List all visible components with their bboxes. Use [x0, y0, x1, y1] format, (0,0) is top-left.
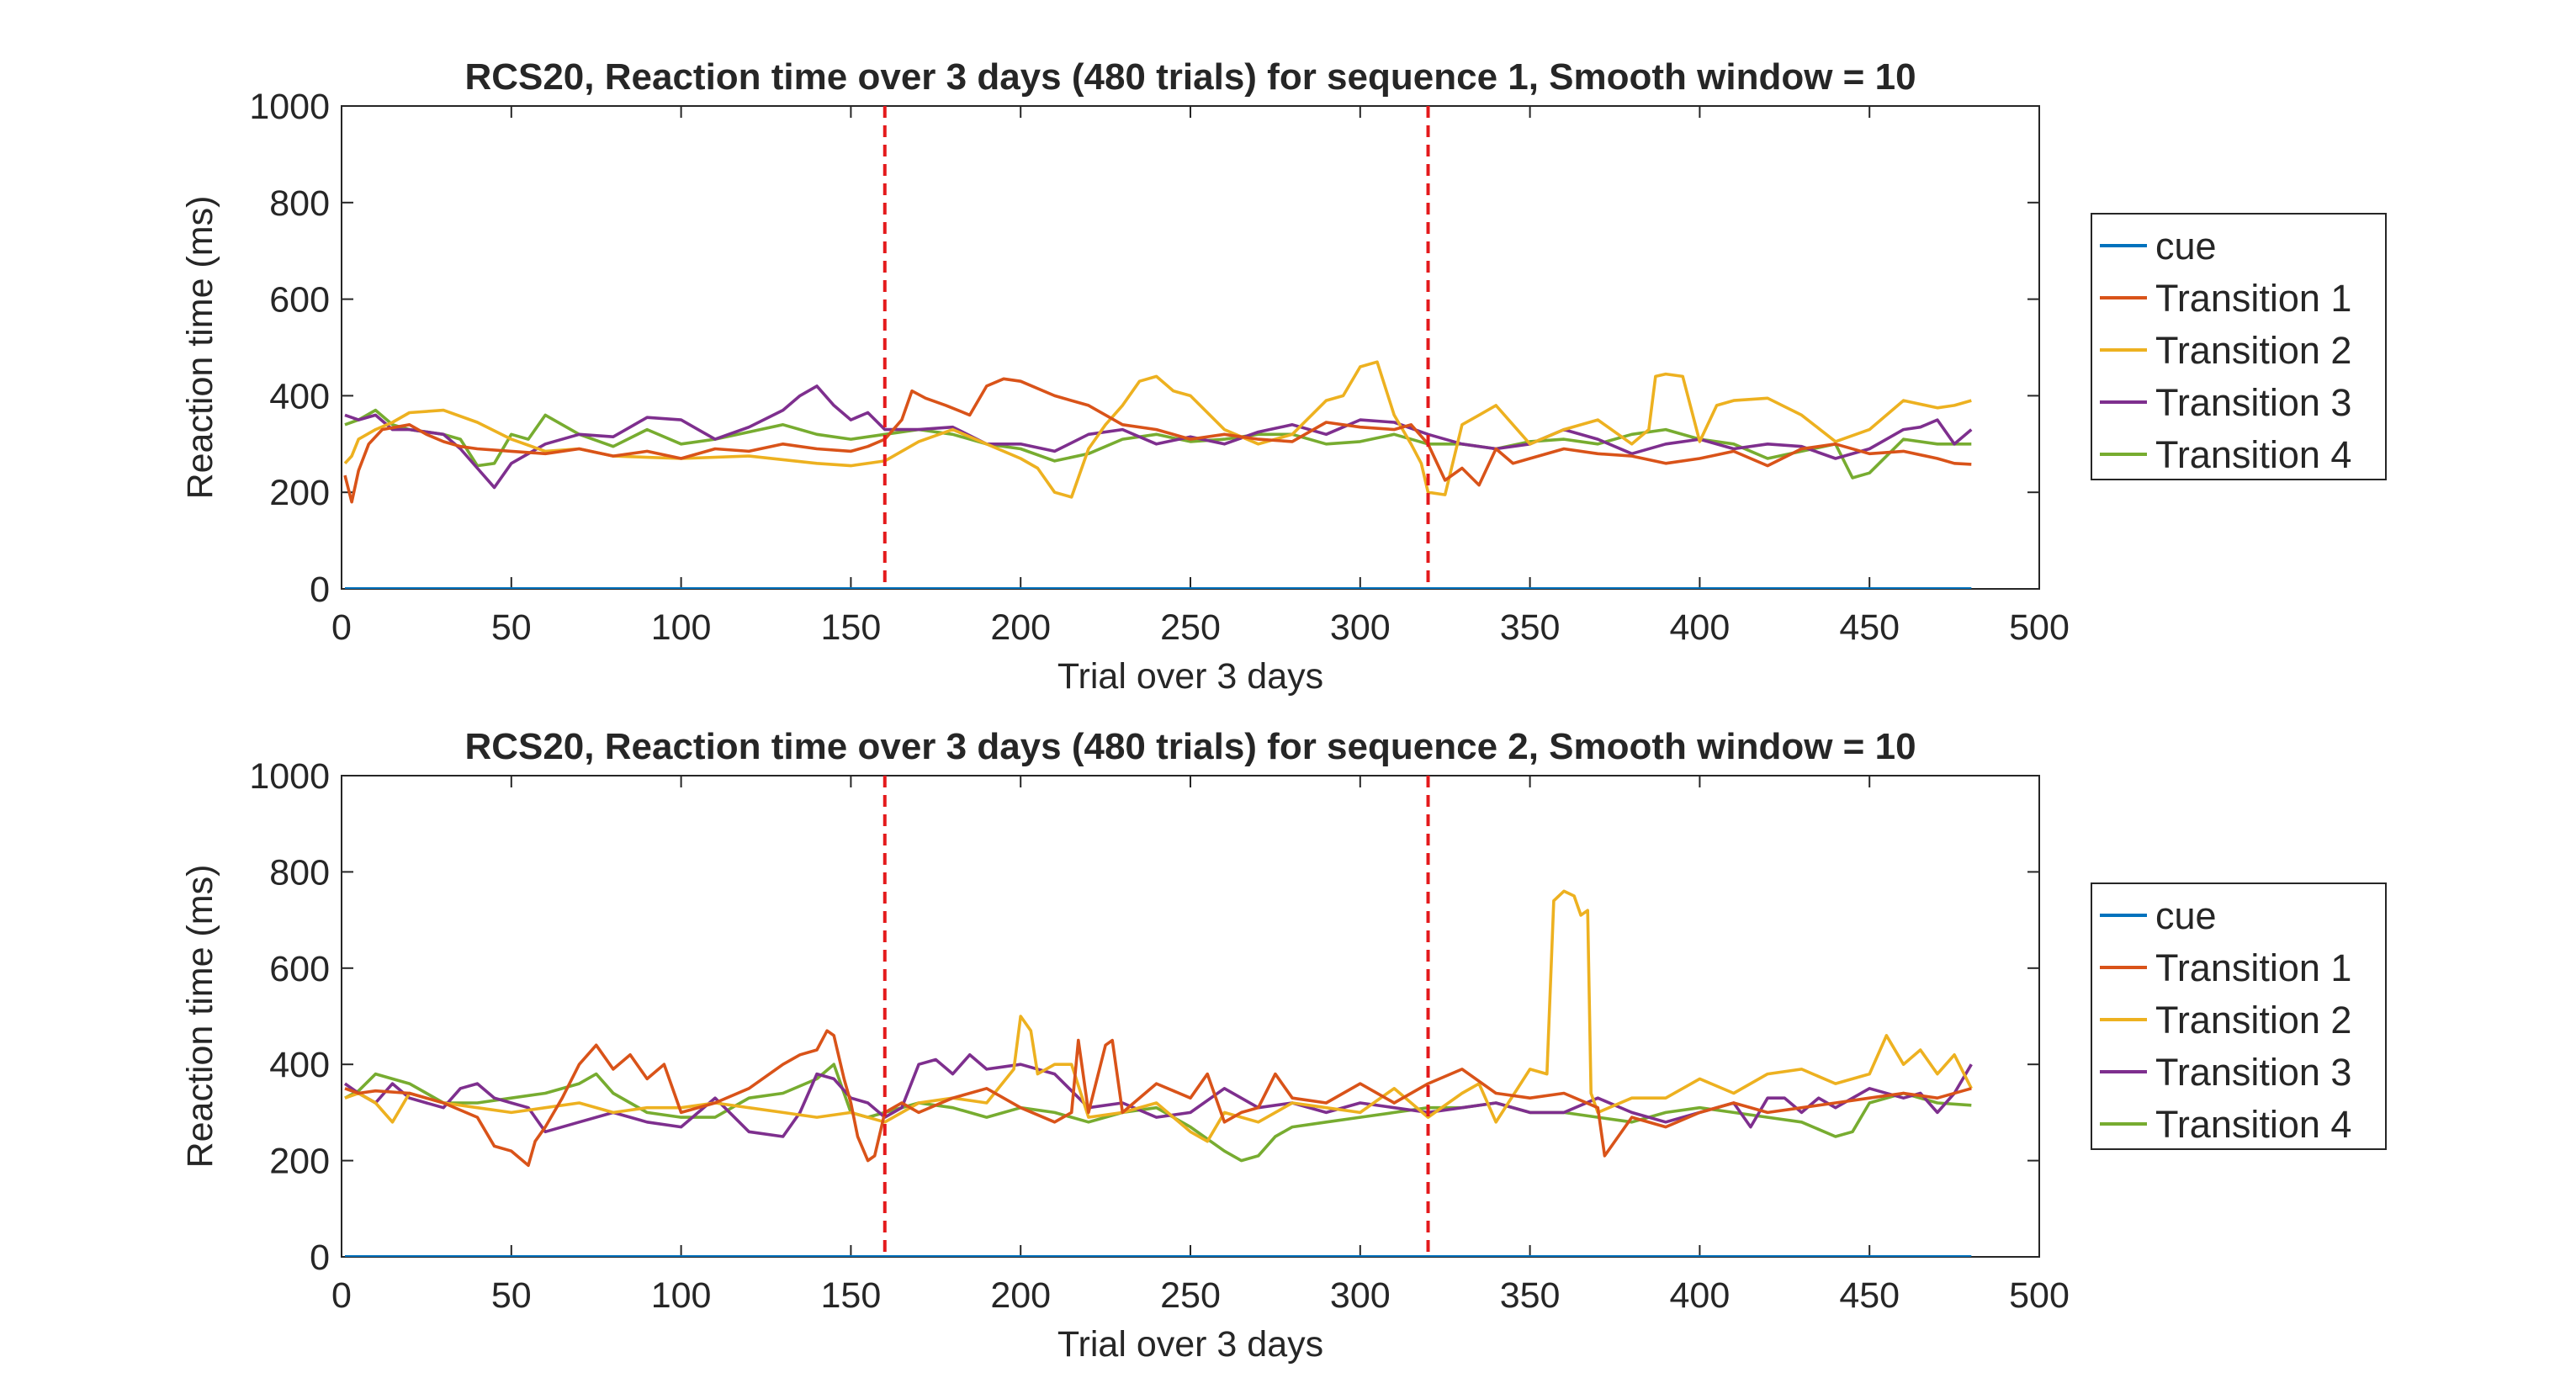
legend-entry: Transition 3 — [2155, 1051, 2351, 1094]
series-line-transition-1 — [343, 377, 1972, 504]
x-tick-label: 150 — [821, 1275, 882, 1316]
x-tick-label: 50 — [491, 607, 532, 648]
legend-entry: Transition 4 — [2155, 433, 2351, 476]
x-axis-label: Trial over 3 days — [1057, 656, 1323, 697]
series-group — [343, 889, 1973, 1257]
y-tick-label: 800 — [269, 852, 330, 893]
legend-entry: Transition 3 — [2155, 381, 2351, 424]
legend-entry: Transition 2 — [2155, 999, 2351, 1041]
x-tick-label: 350 — [1500, 1275, 1561, 1316]
legend: cue Transition 1 Transition 2 Transition 3 T… — [2091, 882, 2387, 1150]
legend: cue Transition 1 Transition 2 Transition 3 T… — [2091, 213, 2387, 480]
y-tick-label: 400 — [269, 1045, 330, 1085]
y-tick-label: 600 — [269, 949, 330, 989]
x-tick-label: 250 — [1160, 607, 1221, 648]
legend-entry: cue — [2155, 225, 2217, 268]
chart-1: 0 50 100 150 200 250 300 350 400 450 500 0 200 400 600… — [180, 56, 2387, 697]
x-tick-label: 300 — [1330, 1275, 1391, 1316]
x-tick-label: 0 — [331, 607, 352, 648]
x-tick-label: 150 — [821, 607, 882, 648]
series-line-transition-3 — [344, 384, 1973, 490]
x-tick-label: 500 — [2009, 1275, 2070, 1316]
x-tick-label: 400 — [1670, 607, 1731, 648]
y-tick-label: 200 — [269, 1142, 330, 1182]
plot-area — [341, 105, 2040, 590]
plot-area — [341, 775, 2040, 1258]
x-axis-label: Trial over 3 days — [1057, 1324, 1323, 1365]
x-tick-label: 50 — [491, 1275, 532, 1316]
legend-entry: Transition 2 — [2155, 329, 2351, 372]
chart-2: 0 50 100 150 200 250 300 350 400 450 500 0 200 400 600… — [180, 726, 2387, 1365]
x-tick-label: 450 — [1839, 1275, 1900, 1316]
y-axis-label: Reaction time (ms) — [180, 196, 220, 500]
x-tick-label: 350 — [1500, 607, 1561, 648]
legend-box — [2091, 213, 2387, 480]
y-tick-label: 1000 — [249, 756, 330, 797]
legend-entry: cue — [2155, 894, 2217, 937]
y-tick-label: 200 — [269, 473, 330, 513]
x-tick-label: 100 — [651, 607, 712, 648]
chart-title: RCS20, Reaction time over 3 days (480 tr… — [464, 56, 1916, 98]
x-tick-label: 300 — [1330, 607, 1391, 648]
x-tick-label: 200 — [990, 607, 1051, 648]
series-line-transition-4 — [344, 1063, 1972, 1163]
x-tick-label: 400 — [1670, 1275, 1731, 1316]
y-axis-label: Reaction time (ms) — [180, 865, 220, 1169]
legend-entry: Transition 1 — [2155, 277, 2351, 320]
x-tick-label: 500 — [2009, 607, 2070, 648]
legend-entry: Transition 1 — [2155, 946, 2351, 989]
y-tick-label: 0 — [310, 570, 330, 610]
x-tick-label: 100 — [651, 1275, 712, 1316]
x-tick-label: 250 — [1160, 1275, 1221, 1316]
chart-title: RCS20, Reaction time over 3 days (480 tr… — [464, 726, 1916, 767]
y-tick-label: 0 — [310, 1238, 330, 1278]
x-tick-label: 450 — [1839, 607, 1900, 648]
y-tick-label: 800 — [269, 183, 330, 224]
legend-box — [2091, 882, 2387, 1150]
y-tick-label: 400 — [269, 376, 330, 416]
x-tick-label: 200 — [990, 1275, 1051, 1316]
series-group — [343, 360, 1973, 589]
legend-entry: Transition 4 — [2155, 1103, 2351, 1146]
series-line-transition-1 — [344, 1029, 1972, 1168]
y-tick-label: 600 — [269, 280, 330, 321]
x-tick-label: 0 — [331, 1275, 352, 1316]
y-tick-label: 1000 — [249, 87, 330, 127]
series-line-transition-2 — [344, 889, 1973, 1143]
